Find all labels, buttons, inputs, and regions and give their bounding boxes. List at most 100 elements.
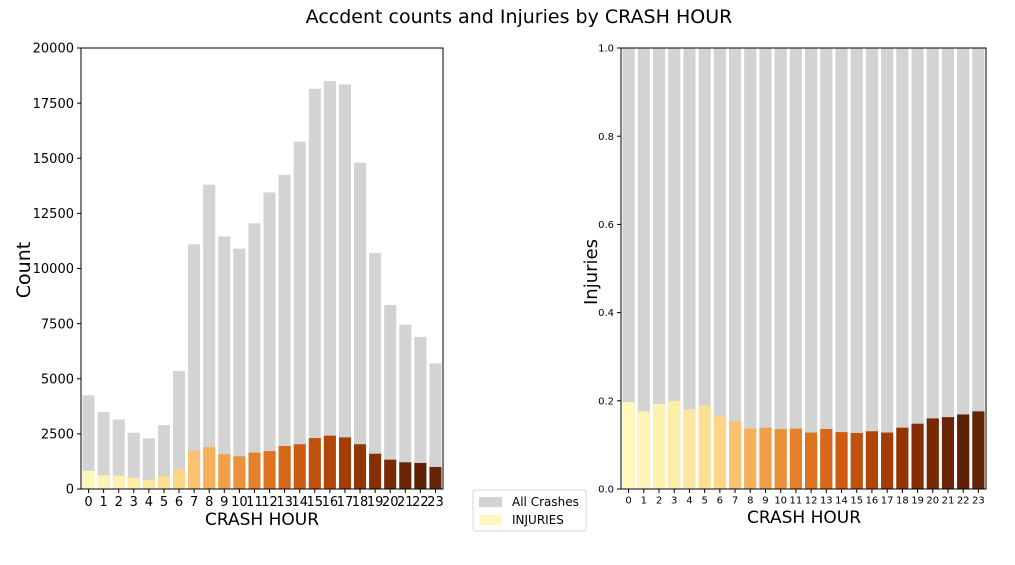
right-bar-all-crashes-5 <box>698 48 711 489</box>
left-x-tick-label: 14 <box>291 495 308 510</box>
right-bar-all-crashes-11 <box>789 48 802 489</box>
left-x-tick-label: 16 <box>322 495 339 510</box>
legend-swatch-all-crashes <box>479 497 502 507</box>
left-y-tick-label: 7500 <box>41 317 74 332</box>
right-bar-injuries-9 <box>759 427 772 489</box>
right-bar-all-crashes-6 <box>713 48 726 489</box>
right-bar-injuries-12 <box>805 432 818 489</box>
left-bar-all-crashes-19 <box>369 253 382 489</box>
left-bar-injuries-5 <box>157 476 170 489</box>
right-bar-all-crashes-14 <box>835 48 848 489</box>
left-bar-injuries-18 <box>354 444 367 489</box>
right-x-tick-label: 11 <box>790 496 803 507</box>
left-bar-all-crashes-4 <box>142 438 155 489</box>
right-bar-injuries-7 <box>728 421 742 489</box>
right-bar-injuries-20 <box>926 418 939 489</box>
right-bar-injuries-17 <box>881 432 894 489</box>
right-bar-injuries-23 <box>972 411 985 489</box>
right-bar-all-crashes-9 <box>759 48 772 489</box>
left-y-tick-label: 2500 <box>41 428 74 443</box>
right-x-tick-label: 6 <box>717 496 723 507</box>
right-bar-all-crashes-20 <box>926 48 939 489</box>
left-x-tick-label: 1 <box>99 495 107 510</box>
left-x-tick-label: 5 <box>160 495 168 510</box>
legend: All Crashes INJURIES <box>472 489 587 532</box>
left-bar-all-crashes-20 <box>384 304 397 489</box>
left-x-tick-label: 0 <box>84 495 92 510</box>
left-bar-all-crashes-10 <box>233 248 246 489</box>
right-y-tick-label: 0.6 <box>598 220 614 231</box>
left-bar-all-crashes-16 <box>323 81 336 489</box>
left-x-axis-label: CRASH HOUR <box>205 510 319 530</box>
right-bar-injuries-1 <box>637 411 650 489</box>
left-bar-all-crashes-12 <box>263 192 276 489</box>
left-bar-injuries-17 <box>338 437 351 489</box>
right-bar-injuries-2 <box>652 403 666 489</box>
left-bar-all-crashes-15 <box>308 88 321 489</box>
right-x-tick-label: 14 <box>835 496 848 507</box>
left-y-tick-label: 10000 <box>33 262 74 277</box>
right-y-tick-label: 0.4 <box>598 308 614 319</box>
left-bar-injuries-23 <box>429 466 442 489</box>
right-x-tick-label: 15 <box>850 496 863 507</box>
left-y-ticks: 0 2500 5000 7500 10000 12500 15000 17500 20000 <box>33 42 81 498</box>
right-x-tick-label: 2 <box>656 496 662 507</box>
left-x-tick-label: 11 <box>246 495 263 510</box>
left-bar-all-crashes-6 <box>173 371 186 489</box>
right-bar-injuries-10 <box>774 429 787 489</box>
right-bar-injuries-16 <box>865 431 879 489</box>
right-x-tick-label: 19 <box>911 496 924 507</box>
right-bar-all-crashes-3 <box>668 48 681 489</box>
right-x-tick-label: 4 <box>686 496 692 507</box>
right-y-ticks: 0.0 0.2 0.4 0.6 0.8 1.0 <box>598 44 621 496</box>
left-x-tick-label: 2 <box>115 495 123 510</box>
left-x-tick-label: 23 <box>427 495 444 510</box>
left-bar-all-crashes-23 <box>429 363 442 489</box>
right-bar-all-crashes-23 <box>972 48 985 489</box>
right-bar-injuries-6 <box>713 416 726 489</box>
left-bar-all-crashes-9 <box>218 236 231 489</box>
right-bar-all-crashes-7 <box>728 48 742 489</box>
left-x-tick-label: 9 <box>220 495 228 510</box>
legend-label-all-crashes: All Crashes <box>512 495 579 509</box>
right-bar-injuries-18 <box>896 427 909 489</box>
legend-swatch-injuries <box>479 515 502 525</box>
right-bar-all-crashes-17 <box>881 48 894 489</box>
right-bar-all-crashes-4 <box>683 48 696 489</box>
right-all-crashes-bars <box>622 48 985 489</box>
left-bar-injuries-3 <box>127 477 140 489</box>
left-bar-injuries-19 <box>369 453 382 489</box>
left-bar-injuries-10 <box>233 456 246 489</box>
right-x-tick-label: 10 <box>774 496 787 507</box>
right-x-tick-label: 20 <box>926 496 939 507</box>
left-bar-all-crashes-5 <box>157 425 170 489</box>
left-bar-injuries-8 <box>203 447 216 489</box>
right-bar-all-crashes-2 <box>652 48 666 489</box>
right-y-tick-label: 1.0 <box>598 44 614 55</box>
left-y-tick-label: 15000 <box>33 152 74 167</box>
left-bar-all-crashes-22 <box>414 336 427 489</box>
left-bar-injuries-4 <box>142 479 155 489</box>
left-bar-injuries-22 <box>414 462 427 489</box>
left-x-tick-label: 12 <box>261 495 278 510</box>
right-bar-injuries-4 <box>683 409 696 489</box>
left-bar-injuries-20 <box>384 459 397 489</box>
left-x-tick-label: 22 <box>412 495 429 510</box>
left-bar-all-crashes-14 <box>293 141 306 489</box>
right-bar-injuries-11 <box>789 428 802 489</box>
right-x-tick-label: 8 <box>747 496 753 507</box>
left-y-axis-label: Count <box>13 242 35 298</box>
left-bar-all-crashes-18 <box>354 162 367 489</box>
right-bar-injuries-5 <box>698 405 711 489</box>
right-x-tick-label: 7 <box>732 496 738 507</box>
left-bar-injuries-9 <box>218 454 231 489</box>
left-y-tick-label: 20000 <box>33 42 74 57</box>
right-bar-injuries-3 <box>668 400 681 489</box>
right-bar-injuries-8 <box>744 428 757 489</box>
left-x-tick-label: 18 <box>352 495 369 510</box>
figure-title: Accdent counts and Injuries by CRASH HOU… <box>306 6 733 28</box>
right-y-axis-label: Injuries <box>581 239 602 305</box>
